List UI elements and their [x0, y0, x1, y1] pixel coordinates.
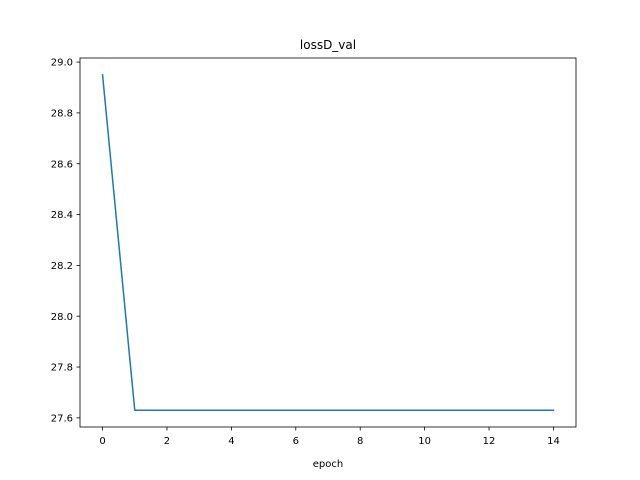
x-tick-label: 4	[228, 436, 234, 447]
y-tick-label: 28.8	[51, 108, 73, 119]
plot-area: 0 2 4 6 8 10 12 14 27.6 27.8 28.0 28.2 28.4 28.6 28.8 2…	[51, 57, 577, 447]
y-tick-label: 28.6	[51, 159, 73, 170]
y-tick-label: 28.4	[51, 210, 73, 221]
y-tick-label: 27.6	[51, 413, 73, 424]
y-tick-label: 29.0	[51, 58, 73, 69]
chart-title: lossD_val	[300, 38, 356, 52]
x-tick-label: 12	[483, 436, 496, 447]
x-axis-label: epoch	[313, 459, 343, 470]
x-tick-label: 8	[357, 436, 363, 447]
series-line-0	[101, 73, 555, 411]
y-tick-label: 28.2	[51, 261, 73, 272]
x-tick-label: 2	[164, 436, 170, 447]
x-tick-label: 14	[547, 436, 560, 447]
axes-frame	[79, 57, 577, 428]
x-tick-label: 6	[293, 436, 299, 447]
x-tick-label: 10	[418, 436, 431, 447]
x-tick-label: 0	[99, 436, 105, 447]
y-tick-label: 27.8	[51, 363, 73, 374]
y-tick-label: 28.0	[51, 312, 73, 323]
